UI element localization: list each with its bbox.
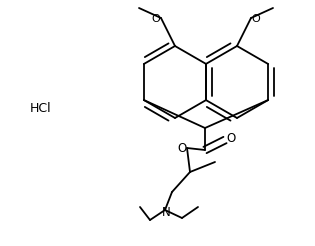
Text: O: O (252, 14, 261, 24)
Text: HCl: HCl (30, 102, 52, 114)
Text: O: O (152, 14, 160, 24)
Text: O: O (226, 133, 236, 145)
Text: N: N (162, 205, 170, 218)
Text: O: O (177, 142, 186, 155)
